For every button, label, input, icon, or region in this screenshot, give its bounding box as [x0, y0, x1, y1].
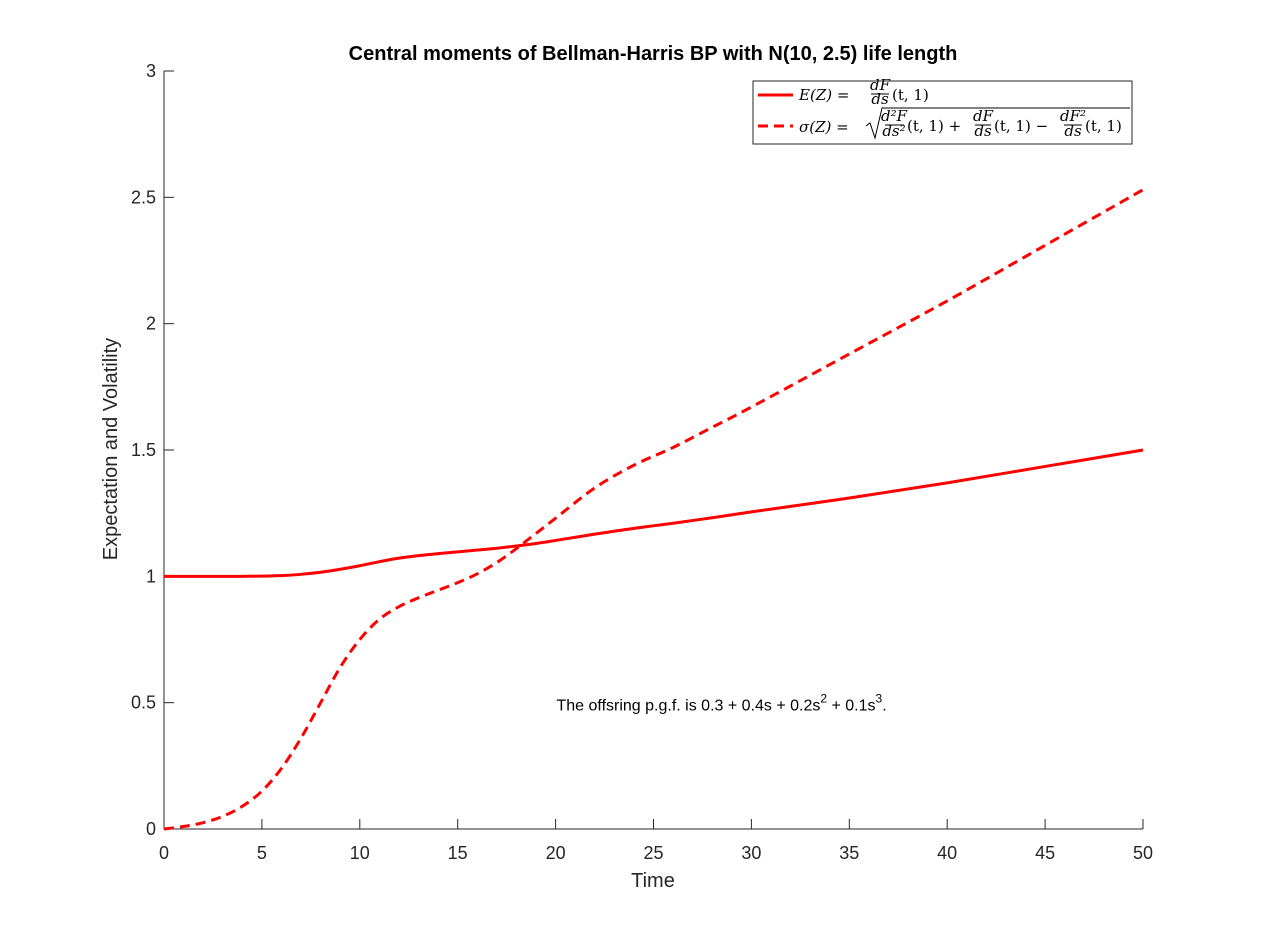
- y-tick-label: 3: [146, 61, 156, 81]
- y-tick-label: 0: [146, 819, 156, 839]
- svg-text:(t, 1) −: (t, 1) −: [994, 117, 1048, 135]
- x-tick-label: 50: [1133, 843, 1153, 863]
- x-tick-label: 35: [839, 843, 859, 863]
- x-tick-label: 0: [159, 843, 169, 863]
- axes: 0 5 10 15 20 25 30 35 40 45 50 0 0.5 1 1.5 2 2.5 3: [131, 61, 1153, 863]
- series-line-volatility: [163, 188, 1144, 831]
- svg-text:(t, 1) +: (t, 1) +: [907, 117, 961, 135]
- y-tick-label: 0.5: [131, 693, 156, 713]
- svg-text:ds²: ds²: [882, 122, 905, 140]
- y-tick-label: 2: [146, 314, 156, 334]
- x-tick-label: 25: [643, 843, 663, 863]
- legend-term-2: dF ds (t, 1) −: [973, 107, 1048, 140]
- legend: E(Z) = dF ds (t, 1) σ(Z) = d²F ds² (t, 1…: [752, 76, 1133, 145]
- chart-title: Central moments of Bellman-Harris BP wit…: [349, 43, 958, 65]
- x-tick-label: 30: [741, 843, 761, 863]
- legend-term-1: d²F ds² (t, 1) +: [881, 107, 961, 140]
- legend-term-3: dF² ds (t, 1): [1060, 107, 1122, 140]
- legend-box: [752, 80, 1133, 145]
- legend-expectation-arg: (t, 1): [892, 86, 929, 104]
- legend-frac-expectation: dF ds: [870, 76, 891, 108]
- x-axis-label: Time: [631, 870, 675, 892]
- svg-text:dF: dF: [973, 107, 994, 125]
- y-tick-label: 1.5: [131, 440, 156, 460]
- svg-text:d²F: d²F: [881, 107, 908, 125]
- svg-text:dF²: dF²: [1060, 107, 1086, 125]
- x-tick-label: 45: [1035, 843, 1055, 863]
- legend-entry-expectation: E(Z) =: [798, 86, 849, 104]
- svg-text:ds: ds: [1064, 122, 1082, 140]
- x-tick-label: 15: [448, 843, 468, 863]
- series-group: [163, 188, 1144, 831]
- x-tick-label: 40: [937, 843, 957, 863]
- y-tick-label: 2.5: [131, 187, 156, 207]
- x-tick-label: 5: [257, 843, 267, 863]
- annotation: The offsring p.g.f. is 0.3 + 0.4s + 0.2s…: [557, 692, 887, 715]
- series-line-expectation: [164, 448, 1144, 578]
- offspring-pgf-annotation: The offsring p.g.f. is 0.3 + 0.4s + 0.2s…: [557, 692, 887, 715]
- legend-entry-volatility: σ(Z) =: [799, 118, 849, 136]
- y-tick-label: 1: [146, 566, 156, 586]
- svg-text:ds: ds: [974, 122, 992, 140]
- x-tick-label: 20: [546, 843, 566, 863]
- svg-text:ds: ds: [871, 90, 889, 108]
- y-axis-label: Expectation and Volatility: [100, 338, 122, 560]
- svg-text:dF: dF: [870, 76, 891, 94]
- svg-text:(t, 1): (t, 1): [1085, 117, 1122, 135]
- legend-sqrt-sign: [865, 107, 1130, 140]
- x-tick-label: 10: [350, 843, 370, 863]
